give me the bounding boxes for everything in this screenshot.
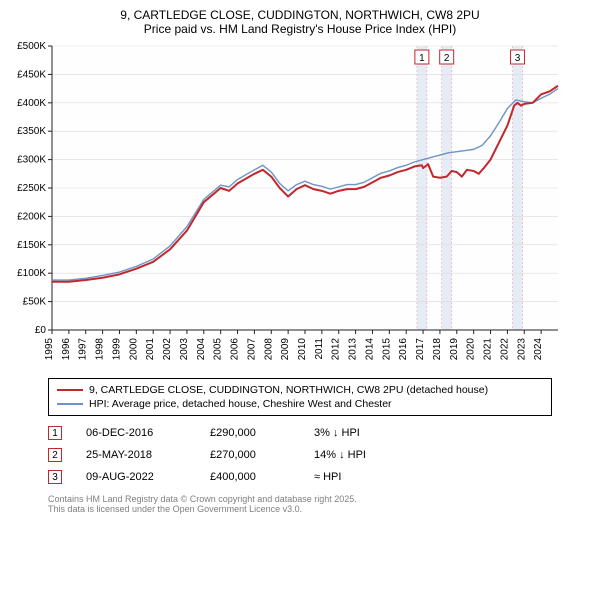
svg-text:2003: 2003 — [179, 338, 190, 361]
svg-text:2: 2 — [444, 53, 450, 64]
svg-text:£0: £0 — [35, 325, 47, 336]
chart-title: 9, CARTLEDGE CLOSE, CUDDINGTON, NORTHWIC… — [8, 8, 592, 36]
legend-label: 9, CARTLEDGE CLOSE, CUDDINGTON, NORTHWIC… — [89, 384, 488, 396]
svg-text:£450K: £450K — [17, 69, 46, 80]
svg-text:1999: 1999 — [111, 338, 122, 361]
svg-text:1998: 1998 — [95, 338, 106, 361]
svg-text:2009: 2009 — [280, 338, 291, 361]
marker-price: £290,000 — [210, 427, 290, 439]
legend-swatch — [57, 389, 83, 391]
svg-text:2016: 2016 — [398, 338, 409, 361]
svg-text:2023: 2023 — [516, 338, 527, 361]
legend-swatch — [57, 403, 83, 404]
svg-text:2008: 2008 — [263, 338, 274, 361]
svg-text:2017: 2017 — [415, 338, 426, 361]
svg-text:2010: 2010 — [297, 338, 308, 361]
svg-text:2004: 2004 — [196, 338, 207, 361]
svg-text:2012: 2012 — [331, 338, 342, 361]
svg-text:2019: 2019 — [449, 338, 460, 361]
svg-text:2006: 2006 — [230, 338, 241, 361]
svg-text:2014: 2014 — [364, 338, 375, 361]
svg-text:1997: 1997 — [78, 338, 89, 361]
marker-diff: 14% ↓ HPI — [314, 449, 404, 461]
legend: 9, CARTLEDGE CLOSE, CUDDINGTON, NORTHWIC… — [48, 378, 552, 416]
marker-number: 3 — [48, 470, 62, 484]
price-chart: £0 £50K £100K £150K £200K £250K £300K £350K £400… — [8, 40, 568, 370]
marker-row: 3 09-AUG-2022 £400,000 ≈ HPI — [48, 466, 552, 488]
svg-text:£400K: £400K — [17, 98, 46, 109]
marker-price: £270,000 — [210, 449, 290, 461]
marker-date: 09-AUG-2022 — [86, 471, 186, 483]
legend-item: 9, CARTLEDGE CLOSE, CUDDINGTON, NORTHWIC… — [57, 383, 543, 397]
svg-text:£350K: £350K — [17, 126, 46, 137]
footer-attribution: Contains HM Land Registry data © Crown c… — [48, 494, 552, 514]
legend-item: HPI: Average price, detached house, Ches… — [57, 397, 543, 411]
marker-row: 2 25-MAY-2018 £270,000 14% ↓ HPI — [48, 444, 552, 466]
svg-text:1996: 1996 — [61, 338, 72, 361]
marker-price: £400,000 — [210, 471, 290, 483]
svg-text:£500K: £500K — [17, 41, 46, 52]
svg-text:£300K: £300K — [17, 155, 46, 166]
footer-line-2: This data is licensed under the Open Gov… — [48, 504, 552, 514]
svg-text:£50K: £50K — [23, 297, 47, 308]
svg-text:£250K: £250K — [17, 183, 46, 194]
marker-diff: 3% ↓ HPI — [314, 427, 404, 439]
title-line-1: 9, CARTLEDGE CLOSE, CUDDINGTON, NORTHWIC… — [8, 8, 592, 22]
marker-date: 06-DEC-2016 — [86, 427, 186, 439]
marker-row: 1 06-DEC-2016 £290,000 3% ↓ HPI — [48, 422, 552, 444]
svg-text:2000: 2000 — [128, 338, 139, 361]
svg-text:3: 3 — [515, 53, 521, 64]
svg-text:2015: 2015 — [381, 338, 392, 361]
svg-text:1: 1 — [419, 53, 425, 64]
svg-text:2024: 2024 — [533, 338, 544, 361]
svg-text:2018: 2018 — [432, 338, 443, 361]
legend-label: HPI: Average price, detached house, Ches… — [89, 398, 392, 410]
svg-text:2011: 2011 — [314, 338, 325, 360]
marker-date: 25-MAY-2018 — [86, 449, 186, 461]
svg-text:2007: 2007 — [246, 338, 257, 361]
marker-diff: ≈ HPI — [314, 471, 404, 483]
svg-text:2001: 2001 — [145, 338, 156, 361]
chart-container: £0 £50K £100K £150K £200K £250K £300K £350K £400… — [8, 40, 592, 370]
svg-text:1995: 1995 — [44, 338, 55, 361]
svg-text:2005: 2005 — [213, 338, 224, 361]
svg-text:£200K: £200K — [17, 211, 46, 222]
svg-text:2021: 2021 — [483, 338, 494, 361]
svg-text:2020: 2020 — [466, 338, 477, 361]
footer-line-1: Contains HM Land Registry data © Crown c… — [48, 494, 552, 504]
marker-table: 1 06-DEC-2016 £290,000 3% ↓ HPI 2 25-MAY-2018… — [48, 422, 552, 488]
marker-number: 1 — [48, 426, 62, 440]
svg-text:£150K: £150K — [17, 240, 46, 251]
svg-text:2002: 2002 — [162, 338, 173, 361]
svg-text:£100K: £100K — [17, 268, 46, 279]
svg-text:2022: 2022 — [499, 338, 510, 361]
title-line-2: Price paid vs. HM Land Registry's House … — [8, 22, 592, 36]
marker-number: 2 — [48, 448, 62, 462]
svg-text:2013: 2013 — [348, 338, 359, 361]
